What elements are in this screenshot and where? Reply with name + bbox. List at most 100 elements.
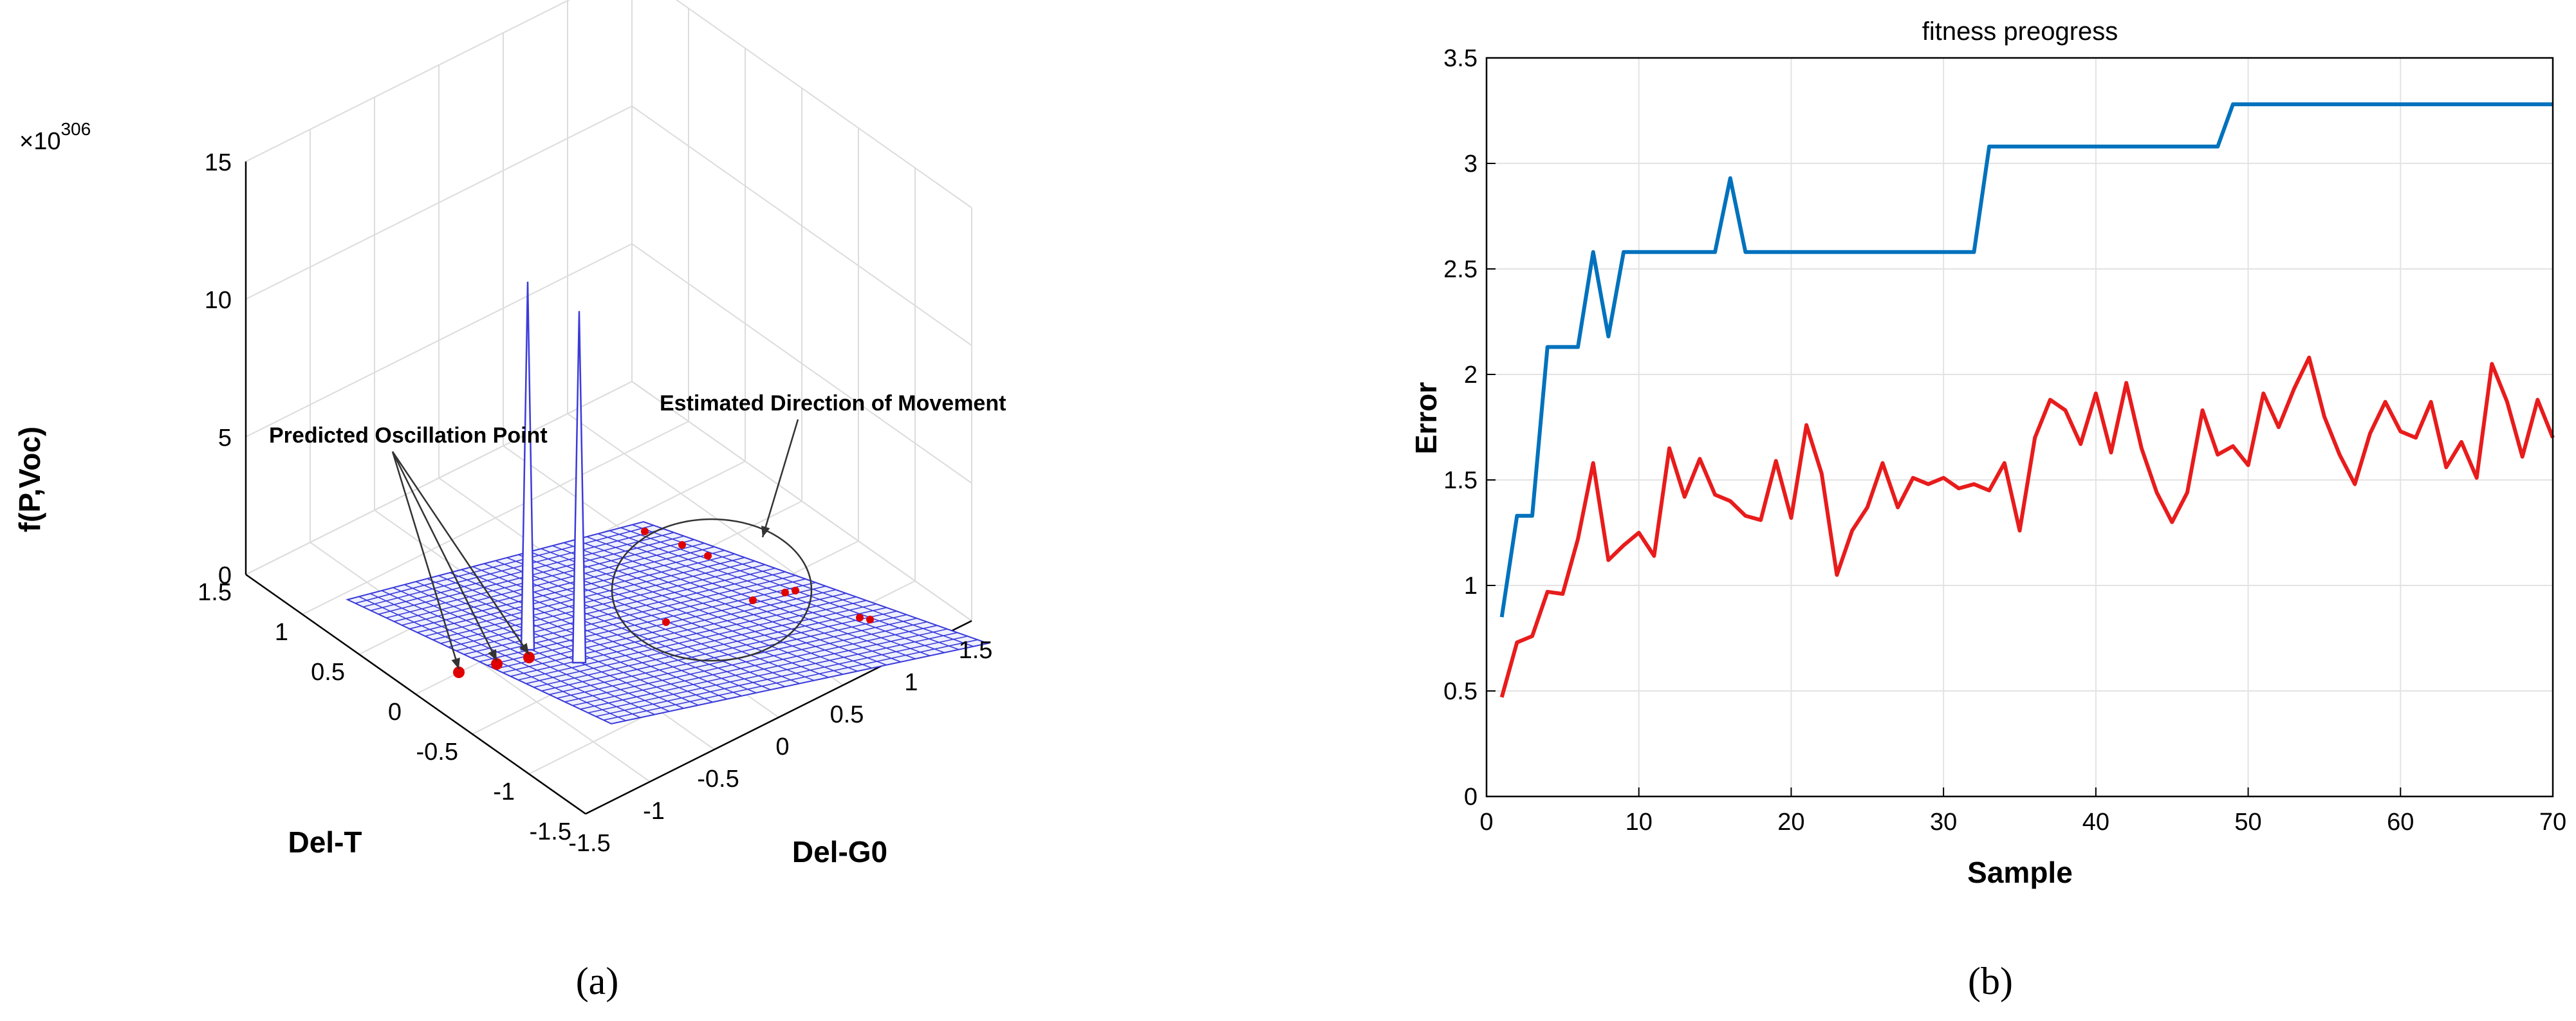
x-tick-label: 0 [1479, 809, 1493, 836]
arrow-head [451, 658, 460, 669]
plot-frame [1485, 57, 2554, 798]
x-axis-label: Del-T [288, 825, 362, 859]
y-tick-label: -1.5 [568, 830, 610, 857]
x-tick-label: 30 [1930, 809, 1957, 836]
x-axis-label: Sample [1967, 856, 2073, 889]
y-tick-label: 0.5 [1443, 678, 1478, 705]
y-tick-label: -0.5 [697, 766, 739, 793]
x-tick-label: 0.5 [311, 659, 345, 686]
mesh-line [463, 575, 796, 655]
x-tick-label: 40 [2082, 809, 2109, 836]
y-tick-label: 1.5 [1443, 467, 1478, 494]
mesh-line [456, 571, 786, 652]
oscillation-point [662, 618, 670, 626]
axes-box [1485, 57, 2554, 798]
predicted-oscillation-label: Predicted Oscillation Point [269, 423, 548, 448]
series-line-2 [1499, 355, 2555, 698]
panel-label-b: (b) [1968, 960, 2013, 1002]
arrow-head [488, 649, 497, 661]
mesh-line [595, 636, 968, 717]
oscillation-point [453, 667, 465, 678]
oscillation-point [491, 658, 503, 670]
mesh-line [355, 524, 654, 604]
panel-label-a: (a) [576, 960, 619, 1002]
estimated-direction-label: Estimated Direction of Movement [660, 391, 1006, 416]
y-tick-label: 0 [775, 733, 789, 760]
oscillation-point [704, 552, 712, 560]
x-tick-label: -1.5 [530, 818, 571, 845]
tick-labels: 0 10 20 30 40 50 60 70 0 0.5 1 1.5 2 2.5 3 3.5 [1443, 45, 2566, 836]
arrow-line [391, 451, 530, 655]
mesh-line [533, 607, 887, 688]
arrow-head [519, 643, 529, 654]
oscillation-point [749, 596, 757, 604]
x-tick-label: -1 [493, 778, 515, 805]
mesh-line [386, 539, 694, 619]
grid-lines [1486, 57, 2553, 797]
mesh-line [432, 560, 755, 641]
y-tick-label: 1.5 [959, 637, 993, 664]
mesh-line [572, 625, 938, 706]
x-tick-label: 70 [2539, 809, 2566, 836]
oscillation-point [523, 652, 535, 663]
oscillation-point [781, 589, 789, 596]
mesh-line [510, 596, 857, 677]
tick-labels: 1510501.510.50-0.5-1-1.5-1.5-1-0.500.511… [198, 149, 992, 857]
oscillation-markers [453, 528, 874, 678]
series-line-1 [1499, 102, 2553, 618]
mesh-line [518, 600, 867, 681]
y-tick-label: 2 [1464, 362, 1478, 389]
mesh-line [479, 582, 816, 663]
y-axis-label: Error [1409, 382, 1443, 455]
series-lines [1499, 102, 2555, 698]
y-axis-label: Del-G0 [792, 835, 887, 869]
oscillation-point [792, 587, 799, 594]
panel-a: 15 10 5 0 1.5 1 0.5 0 -0.5 -1 -1.5 -1.5 -1 -0.5 0 0.5 1 1… [0, 0, 1287, 1018]
z-tick-label: 0 [218, 562, 232, 589]
surface-chart: 1510501.510.50-0.5-1-1.5-1.5-1-0.500.511… [13, 0, 1006, 1002]
y-tick-label: 3.5 [1443, 45, 1478, 72]
mesh-line [409, 549, 725, 630]
y-tick-label: 0 [1464, 784, 1478, 811]
mesh-line [526, 603, 877, 685]
x-tick-label: 50 [2234, 809, 2261, 836]
panel-b: 0 10 20 30 40 50 60 70 0 0.5 1 1.5 2 2.5 3 3.5 fitness … [1287, 0, 2576, 1018]
y-tick-label: 2.5 [1443, 256, 1478, 283]
oscillation-point [678, 541, 686, 549]
x-tick-label: 1.5 [198, 579, 232, 606]
mesh-line [347, 521, 644, 600]
estimated-direction-ellipse [611, 518, 813, 662]
mesh-line [502, 593, 846, 674]
annotation-arrows [391, 419, 813, 670]
x-tick-label: -0.5 [416, 739, 458, 766]
z-axis-label: f(P,Voc) [13, 427, 46, 532]
oscillation-point [866, 616, 874, 623]
z-tick-label: 5 [218, 425, 232, 452]
arrow-head [761, 526, 770, 537]
mesh-line [362, 528, 664, 608]
x-tick-label: 1 [275, 619, 288, 646]
oscillation-point [641, 528, 649, 535]
mesh-line [394, 542, 705, 622]
y-tick-label: 3 [1464, 151, 1478, 178]
x-axis-edge [245, 573, 586, 815]
mesh-line [603, 639, 978, 721]
mesh-line [448, 567, 775, 648]
mesh-line [486, 585, 826, 666]
surface-spike [571, 311, 587, 664]
y-tick-label: -1 [643, 798, 665, 825]
x-tick-label: 0 [388, 699, 402, 726]
y-tick-label: 1 [1464, 573, 1478, 600]
line-chart: 0 10 20 30 40 50 60 70 0 0.5 1 1.5 2 2.5 3 3.5 fitness … [1409, 17, 2566, 1002]
mesh-line [440, 564, 766, 644]
surface-spikes [520, 281, 587, 664]
mesh-line [402, 546, 715, 626]
y-tick-label: 1 [904, 669, 918, 696]
oscillation-point [856, 614, 864, 621]
arrow-line [391, 451, 460, 670]
x-tick-label: 60 [2387, 809, 2414, 836]
arrow-line [391, 451, 498, 661]
z-tick-label: 15 [205, 149, 232, 176]
chart-title: fitness preogress [1922, 17, 2118, 46]
mesh-line [549, 614, 907, 695]
